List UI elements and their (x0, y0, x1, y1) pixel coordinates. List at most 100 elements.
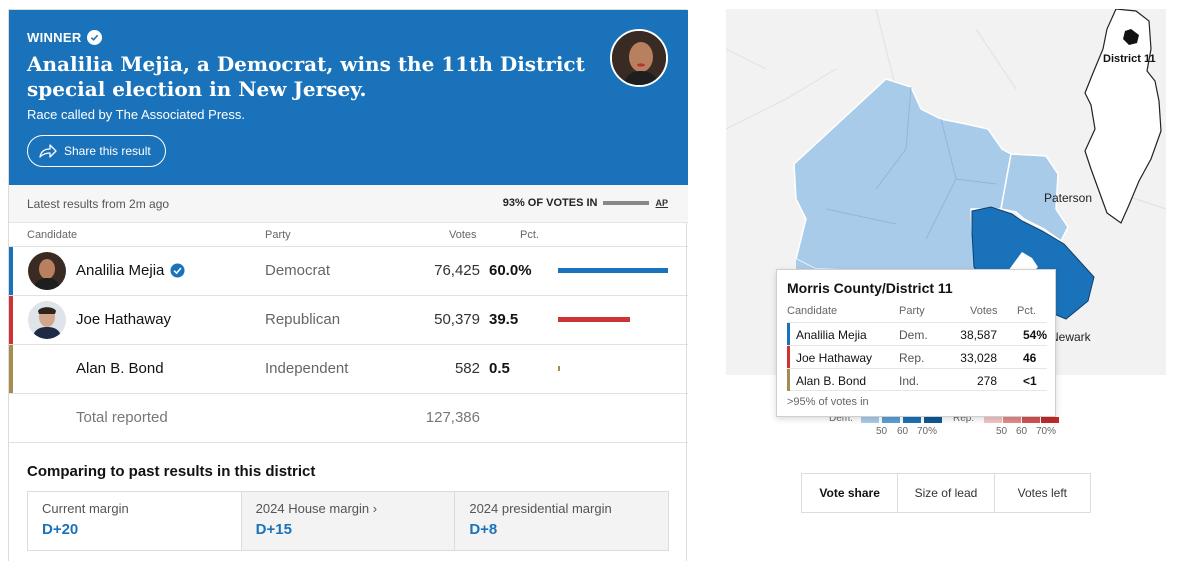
toggle-votes-left[interactable]: Votes left (1017, 486, 1067, 500)
votes-in-progress (603, 201, 650, 205)
candidate-pct: 0.5 (489, 360, 510, 377)
result-headline: Analilia Mejia, a Democrat, wins the 11t… (27, 52, 585, 101)
comparing-title: Comparing to past results in this distri… (27, 463, 316, 480)
pct-bar-fill (558, 268, 668, 273)
candidate-row: Alan B. Bond Independent 582 0.5 (9, 345, 688, 394)
legend-tick: 60 (897, 426, 909, 437)
votes-in-indicator: 93% OF VOTES IN AP (503, 197, 668, 209)
tooltip-title: Morris County/District 11 (787, 280, 953, 296)
tooltip-party: Ind. (899, 374, 920, 388)
candidate-pct: 39.5 (489, 311, 519, 328)
candidate-votes: 582 (454, 360, 480, 377)
share-result-button[interactable]: Share this result (27, 135, 166, 167)
results-table-header: Candidate Party Votes Pct. (9, 227, 688, 247)
winner-check-icon (170, 263, 185, 278)
pct-bar-fill (558, 317, 631, 322)
legend-swatch-rep (1022, 417, 1040, 423)
header-candidate: Candidate (27, 229, 78, 241)
candidate-party: Independent (265, 360, 349, 377)
legend-swatch-dem (882, 417, 900, 423)
tooltip-header-candidate: Candidate (787, 305, 838, 317)
tooltip-party-strip (787, 346, 790, 368)
legend-tick: 50 (996, 426, 1008, 437)
party-color-strip (9, 345, 13, 393)
pct-bar-fill (558, 366, 561, 371)
margin-label: 2024 presidential margin (469, 501, 612, 516)
candidate-name-text: Alan B. Bond (76, 360, 164, 377)
margin-value: D+8 (469, 521, 498, 538)
legend-tick: 50 (876, 426, 888, 437)
inset-district-label: District 11 (1103, 53, 1156, 65)
candidate-name-text: Analilia Mejia (76, 262, 165, 279)
map-label-newark: Newark (1050, 330, 1091, 344)
tooltip-row: Analilia Mejia Dem. 38,587 54% (787, 322, 1047, 345)
map-canvas (726, 9, 1166, 320)
header-pct: Pct. (520, 229, 539, 241)
pct-bar (558, 366, 668, 371)
toggle-vote-share[interactable]: Vote share (802, 474, 899, 512)
tooltip-votes: 33,028 (960, 351, 997, 365)
margin-cell-house-2024[interactable]: 2024 House margin › D+15 (241, 492, 456, 550)
tooltip-votes: 38,587 (960, 328, 997, 342)
candidate-name: Analilia Mejia (76, 262, 185, 279)
candidate-votes: 76,425 (434, 262, 480, 279)
winner-banner: WINNER Analilia Mejia, a Democrat, wins … (9, 10, 688, 185)
legend-tick: 70% (917, 426, 938, 437)
legend-swatch-rep (1003, 417, 1021, 423)
tooltip-row: Joe Hathaway Rep. 33,028 46 (787, 345, 1047, 368)
header-votes: Votes (449, 229, 477, 241)
candidate-name: Alan B. Bond (76, 360, 164, 377)
tooltip-party-strip (787, 369, 790, 391)
legend-swatch-dem (924, 417, 942, 423)
party-color-strip (9, 247, 13, 295)
results-status-bar: Latest results from 2m ago 93% OF VOTES … (9, 185, 688, 223)
candidate-votes: 50,379 (434, 311, 480, 328)
tooltip-header-votes: Votes (970, 305, 998, 317)
tooltip-votes: 278 (976, 374, 997, 388)
pct-bar (558, 268, 668, 273)
margin-label: Current margin (42, 501, 129, 516)
margin-comparison: Current margin D+20 2024 House margin › … (27, 491, 669, 551)
legend-swatch-dem (861, 417, 879, 423)
legend-tick: 60 (1016, 426, 1028, 437)
legend-swatch-rep (1041, 417, 1059, 423)
tooltip-pct: 46 (1023, 351, 1037, 365)
header-party: Party (265, 229, 291, 241)
votes-in-text: 93% OF VOTES IN (502, 197, 598, 209)
margin-cell-current: Current margin D+20 (28, 492, 242, 550)
legend-tick: 70% (1036, 426, 1057, 437)
margin-value: D+15 (255, 521, 292, 538)
legend-swatch-dem (903, 417, 921, 423)
candidate-name-text: Joe Hathaway (76, 311, 172, 328)
tooltip-party: Rep. (899, 351, 925, 365)
ap-source-link[interactable]: AP (655, 198, 668, 208)
map-mode-toggle: Vote share Size of lead Votes left (801, 473, 1091, 513)
legend-dem-label: Dem. (829, 413, 853, 424)
toggle-size-of-lead[interactable]: Size of lead (898, 474, 995, 512)
candidate-headshot (28, 301, 66, 339)
map-label-paterson: Paterson (1044, 191, 1093, 205)
tooltip-header-party: Party (899, 305, 925, 317)
candidate-name: Joe Hathaway (76, 311, 171, 328)
tooltip-candidate: Joe Hathaway (796, 351, 873, 365)
tooltip-row: Alan B. Bond Ind. 278 <1 (787, 368, 1047, 391)
winner-label-text: WINNER (27, 30, 82, 45)
tooltip-pct: 54% (1023, 328, 1048, 342)
total-reported-row: Total reported 127,386 (9, 394, 688, 443)
candidate-headshot (28, 252, 66, 290)
candidate-pct: 60.0% (489, 262, 532, 279)
tooltip-footnote: >95% of votes in (787, 396, 869, 408)
tooltip-candidate: Analilia Mejia (796, 328, 867, 342)
candidate-row: Joe Hathaway Republican 50,379 39.5 (9, 296, 688, 345)
verified-check-icon (86, 30, 102, 45)
tooltip-party-strip (787, 323, 790, 345)
winner-headshot (610, 29, 668, 87)
margin-value: D+20 (42, 521, 79, 538)
pct-bar (558, 317, 668, 322)
share-label: Share this result (64, 144, 151, 158)
race-called-note: Race called by The Associated Press. (27, 107, 245, 122)
county-tooltip: Morris County/District 11 Candidate Part… (776, 269, 1056, 417)
party-color-strip (9, 296, 13, 344)
margin-cell-presidential-2024: 2024 presidential margin D+8 (455, 492, 669, 550)
total-votes: 127,386 (425, 409, 480, 426)
